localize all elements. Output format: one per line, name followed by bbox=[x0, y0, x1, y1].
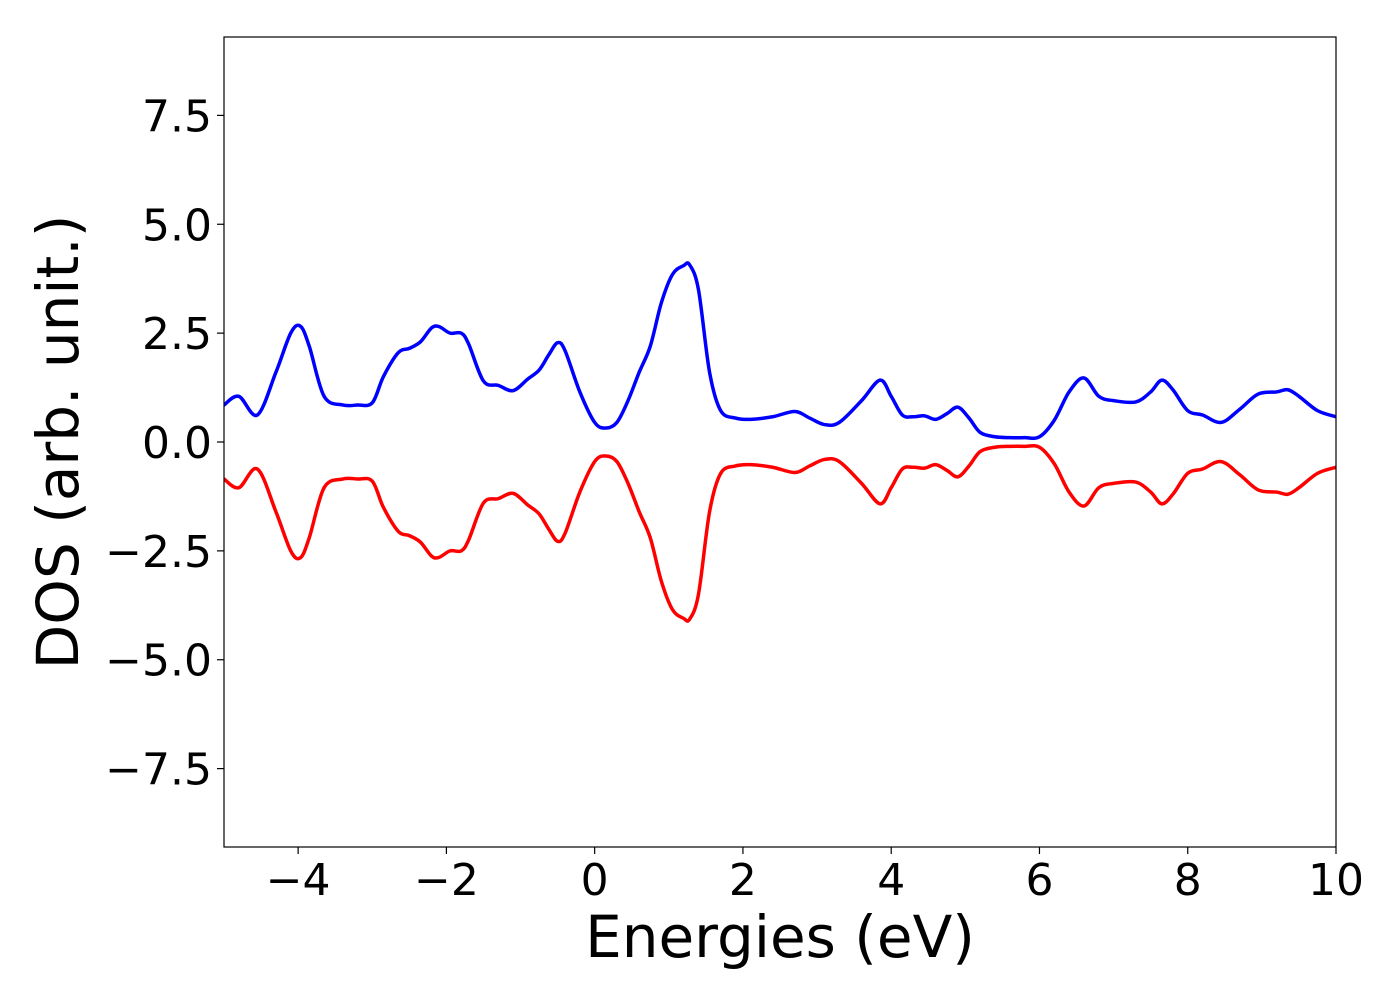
x-tick-label: 2 bbox=[729, 855, 757, 906]
x-tick-label: 10 bbox=[1308, 855, 1364, 906]
x-tick-label: 4 bbox=[877, 855, 905, 906]
y-tick-label: 0.0 bbox=[142, 418, 212, 469]
x-axis-title: Energies (eV) bbox=[585, 903, 975, 971]
y-axis-title: DOS (arb. unit.) bbox=[24, 215, 92, 670]
y-tick-label: 7.5 bbox=[142, 91, 212, 142]
y-tick-label: −2.5 bbox=[105, 527, 212, 578]
x-tick-label: 6 bbox=[1025, 855, 1053, 906]
x-tick-label: −2 bbox=[414, 855, 479, 906]
x-tick-label: 8 bbox=[1174, 855, 1202, 906]
plot-background bbox=[224, 37, 1336, 847]
y-tick-label: 5.0 bbox=[142, 200, 212, 251]
y-tick-label: −5.0 bbox=[105, 636, 212, 687]
x-tick-label: −4 bbox=[266, 855, 331, 906]
y-tick-label: 2.5 bbox=[142, 309, 212, 360]
series-line-spin-down bbox=[224, 443, 1336, 623]
y-tick-label: −7.5 bbox=[105, 745, 212, 796]
series-line-spin-up bbox=[224, 261, 1336, 441]
x-tick-label: 0 bbox=[581, 855, 609, 906]
